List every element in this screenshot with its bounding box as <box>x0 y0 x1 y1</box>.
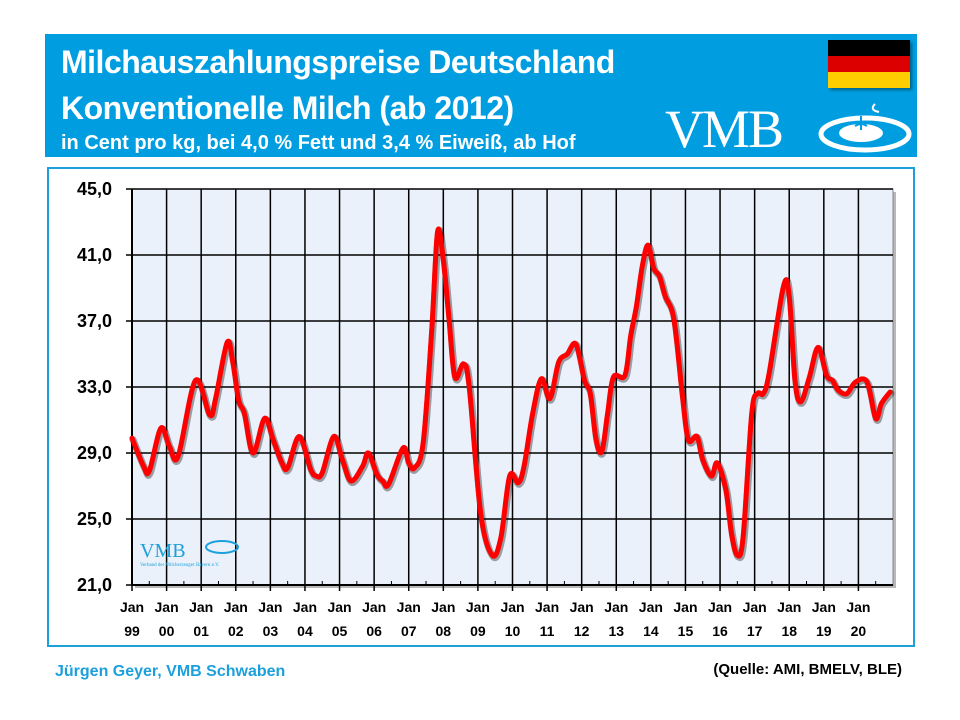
x-tick-month: Jan <box>673 599 697 615</box>
y-tick-label: 33,0 <box>77 377 112 397</box>
x-tick-year: 12 <box>574 623 590 639</box>
x-tick-year: 00 <box>159 623 175 639</box>
x-tick-month: Jan <box>743 599 767 615</box>
x-tick-month: Jan <box>224 599 248 615</box>
x-tick-month: Jan <box>362 599 386 615</box>
x-tick-month: Jan <box>639 599 663 615</box>
x-tick-year: 08 <box>436 623 452 639</box>
x-tick-year: 20 <box>851 623 867 639</box>
x-tick-month: Jan <box>327 599 351 615</box>
x-tick-month: Jan <box>397 599 421 615</box>
x-tick-month: Jan <box>708 599 732 615</box>
vmb-logo-mark-icon <box>818 103 912 153</box>
x-tick-year: 19 <box>816 623 832 639</box>
x-tick-month: Jan <box>466 599 490 615</box>
german-flag-icon <box>828 40 910 88</box>
y-tick-label: 25,0 <box>77 509 112 529</box>
x-tick-month: Jan <box>120 599 144 615</box>
x-tick-month: Jan <box>189 599 213 615</box>
x-tick-year: 05 <box>332 623 348 639</box>
source-note: (Quelle: AMI, BMELV, BLE) <box>713 661 902 678</box>
chart-header: Milchauszahlungspreise Deutschland Konve… <box>45 34 917 159</box>
watermark-logo: VMB <box>140 540 186 562</box>
x-tick-month: Jan <box>812 599 836 615</box>
x-tick-month: Jan <box>258 599 282 615</box>
x-tick-year: 15 <box>678 623 694 639</box>
x-tick-year: 16 <box>712 623 728 639</box>
x-tick-month: Jan <box>500 599 524 615</box>
x-tick-year: 11 <box>540 623 555 639</box>
vmb-logo: VMB <box>665 99 784 159</box>
x-tick-month: Jan <box>846 599 870 615</box>
x-tick-year: 07 <box>401 623 417 639</box>
author-credit: Jürgen Geyer, VMB Schwaben <box>55 663 286 680</box>
chart-subtitle: in Cent pro kg, bei 4,0 % Fett und 3,4 %… <box>61 132 576 154</box>
x-tick-year: 06 <box>366 623 382 639</box>
x-tick-year: 02 <box>228 623 244 639</box>
x-tick-month: Jan <box>570 599 594 615</box>
x-tick-year: 09 <box>470 623 486 639</box>
x-tick-year: 18 <box>781 623 797 639</box>
watermark-logo-mark-icon <box>205 540 239 554</box>
x-tick-year: 01 <box>193 623 209 639</box>
x-tick-month: Jan <box>431 599 455 615</box>
y-tick-label: 41,0 <box>77 245 112 265</box>
x-tick-year: 17 <box>747 623 763 639</box>
y-tick-label: 45,0 <box>77 179 112 199</box>
chart-title-line2: Konventionelle Milch (ab 2012) <box>61 90 514 126</box>
y-tick-label: 37,0 <box>77 311 112 331</box>
y-tick-label: 21,0 <box>77 575 112 595</box>
chart-title: Milchauszahlungspreise Deutschland <box>61 44 615 80</box>
chart-frame <box>47 167 915 647</box>
x-tick-year: 10 <box>505 623 521 639</box>
x-tick-month: Jan <box>777 599 801 615</box>
x-tick-year: 14 <box>643 623 659 639</box>
x-tick-month: Jan <box>604 599 628 615</box>
x-tick-year: 13 <box>608 623 624 639</box>
x-tick-year: 04 <box>297 623 313 639</box>
watermark-tagline: Verband der Milcherzeuger Bayern e.V. <box>140 563 219 568</box>
x-tick-month: Jan <box>155 599 179 615</box>
x-tick-year: 03 <box>263 623 279 639</box>
x-tick-month: Jan <box>535 599 559 615</box>
x-tick-month: Jan <box>293 599 317 615</box>
x-tick-year: 99 <box>124 623 140 639</box>
y-tick-label: 29,0 <box>77 443 112 463</box>
